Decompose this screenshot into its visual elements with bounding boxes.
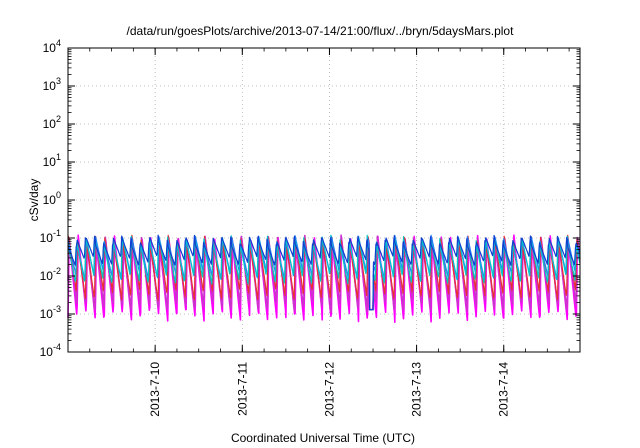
series-layer	[67, 234, 581, 323]
y-axis-label: cSv/day	[27, 179, 41, 222]
y-tick-label: 100	[43, 190, 61, 207]
y-tick-exponent: -1	[53, 228, 61, 238]
y-tick-exponent: 1	[56, 152, 61, 162]
y-tick-label: 104	[43, 38, 61, 55]
y-tick-exponent: 4	[56, 38, 61, 48]
y-tick-label: 102	[43, 114, 61, 131]
x-tick-label: 2013-7-10	[148, 362, 162, 417]
chart-title: /data/run/goesPlots/archive/2013-07-14/2…	[127, 24, 515, 38]
x-axis-ticks: 2013-7-10 2013-7-11 2013-7-12 2013-7-13 2013…	[67, 48, 570, 417]
y-tick-exponent: 0	[56, 190, 61, 200]
x-tick-label: 2013-7-11	[235, 362, 249, 416]
grid-lines	[68, 48, 580, 352]
y-tick-exponent: -4	[53, 342, 61, 352]
y-tick-label: 10-1	[40, 228, 61, 245]
y-tick-exponent: 2	[56, 114, 61, 124]
y-tick-exponent: -3	[53, 304, 61, 314]
y-tick-label: 10-3	[40, 304, 61, 321]
x-tick-label: 2013-7-13	[410, 362, 424, 417]
x-axis-label: Coordinated Universal Time (UTC)	[231, 431, 415, 445]
y-tick-exponent: 3	[56, 76, 61, 86]
y-tick-label: 10-4	[40, 342, 61, 359]
y-tick-label: 101	[43, 152, 61, 169]
x-tick-label: 2013-7-14	[497, 362, 511, 417]
y-tick-exponent: -2	[53, 266, 61, 276]
series-line-3	[67, 234, 581, 311]
y-tick-label: 103	[43, 76, 61, 93]
y-tick-label: 10-2	[40, 266, 61, 283]
x-tick-label: 2013-7-12	[322, 362, 336, 417]
series-line-6	[67, 234, 581, 311]
